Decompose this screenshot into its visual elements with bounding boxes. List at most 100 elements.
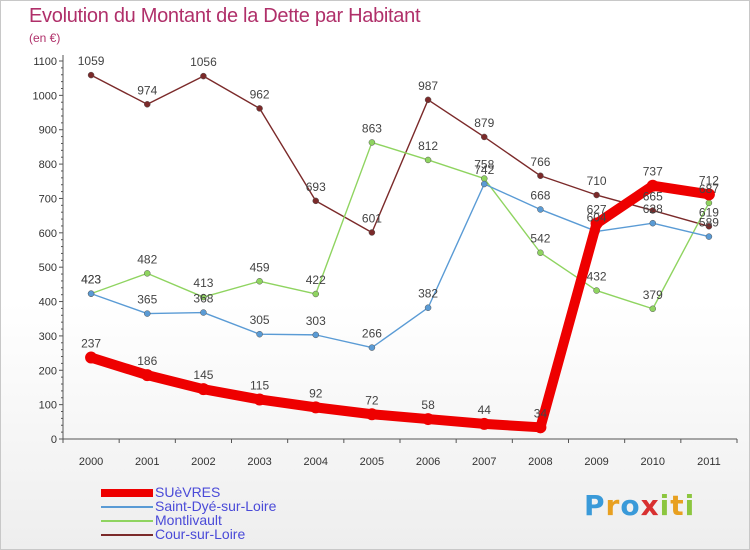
data-point [424, 304, 432, 311]
data-label: 1059 [78, 54, 105, 68]
data-label: 382 [418, 287, 438, 301]
data-point [646, 179, 659, 192]
y-tick-label: 600 [39, 228, 57, 240]
data-point [481, 133, 488, 141]
data-point [144, 270, 151, 277]
data-label: 693 [306, 180, 326, 194]
data-point [649, 305, 656, 313]
legend-item: Cour-sur-Loire [101, 526, 361, 542]
x-tick-label: 2008 [528, 456, 552, 468]
data-point [256, 105, 263, 112]
data-point [649, 219, 656, 227]
legend-label: Cour-sur-Loire [155, 526, 246, 542]
data-point [309, 401, 322, 414]
legend-label: Montlivault [155, 512, 222, 528]
data-label: 482 [137, 252, 157, 266]
x-tick-label: 2011 [697, 456, 721, 468]
data-point [590, 217, 603, 230]
data-point [312, 331, 319, 339]
data-point [537, 206, 544, 213]
legend-swatch [101, 534, 153, 536]
data-point [593, 287, 600, 294]
data-label: 627 [587, 203, 607, 217]
data-point [537, 249, 544, 256]
y-tick-label: 300 [39, 331, 57, 343]
chart-title: Evolution du Montant de la Dette par Hab… [29, 5, 421, 27]
data-point [87, 290, 95, 297]
data-point [200, 293, 207, 301]
data-label: 92 [309, 386, 323, 400]
data-label: 601 [362, 211, 382, 225]
data-point [253, 393, 266, 406]
data-point [365, 408, 378, 421]
data-point [144, 101, 151, 108]
data-label: 115 [250, 378, 269, 392]
logo-letter: i [684, 489, 696, 522]
legend-label: SUèVRES [155, 484, 221, 500]
y-tick-label: 700 [39, 193, 57, 205]
data-label: 619 [699, 205, 719, 219]
data-label: 542 [530, 232, 550, 246]
data-point [256, 278, 263, 285]
series-line-4 [90, 74, 710, 234]
data-point [368, 344, 376, 351]
data-point [200, 309, 207, 316]
x-tick-label: 2001 [135, 456, 159, 468]
data-point [422, 413, 435, 426]
data-point [705, 233, 713, 240]
data-point [424, 96, 432, 104]
data-label: 879 [474, 116, 494, 130]
x-tick-label: 2000 [79, 456, 103, 468]
legend-swatch [101, 520, 153, 522]
data-label: 72 [365, 393, 379, 407]
data-label: 266 [362, 327, 382, 341]
data-point [534, 421, 547, 434]
legend-item: Saint-Dyé-sur-Loire [101, 498, 361, 514]
y-tick-label: 500 [39, 262, 57, 274]
data-point [424, 156, 432, 164]
series-line-1 [86, 180, 714, 433]
data-label: 665 [643, 189, 663, 203]
data-label: 710 [587, 174, 607, 188]
series-line-2 [90, 183, 710, 349]
y-tick-label: 900 [39, 125, 57, 137]
data-label: 974 [137, 83, 157, 97]
x-tick-label: 2009 [584, 456, 608, 468]
legend-swatch [101, 489, 153, 497]
legend-swatch [101, 506, 153, 508]
data-label: 145 [193, 368, 213, 382]
x-tick-label: 2007 [472, 456, 496, 468]
data-label: 758 [474, 158, 494, 172]
data-label: 58 [421, 398, 435, 412]
data-label: 303 [306, 314, 326, 328]
data-label: 742 [474, 163, 494, 177]
series-line-3 [90, 141, 710, 310]
y-tick-label: 200 [39, 365, 57, 377]
x-tick-label: 2003 [247, 456, 271, 468]
data-label: 668 [530, 188, 550, 202]
x-tick-label: 2002 [191, 456, 215, 468]
data-point [85, 351, 98, 364]
data-label: 589 [699, 216, 719, 230]
legend-item: SUèVRES [101, 484, 361, 500]
data-point [200, 72, 207, 80]
data-point [141, 369, 154, 382]
data-label: 1056 [190, 55, 217, 69]
data-label: 34 [534, 406, 548, 420]
x-tick-label: 2006 [416, 456, 440, 468]
data-label: 423 [81, 273, 101, 287]
chart-subtitle: (en €) [29, 31, 61, 45]
data-point [312, 197, 319, 205]
y-tick-label: 100 [39, 400, 57, 412]
data-label: 237 [81, 337, 101, 351]
logo-letter: x [640, 489, 660, 522]
data-label: 962 [250, 87, 270, 101]
data-label: 712 [699, 173, 719, 187]
logo-letter: P [584, 489, 606, 522]
data-point [312, 290, 319, 298]
data-label: 365 [137, 293, 157, 307]
data-point [649, 207, 656, 214]
data-point [705, 223, 713, 230]
data-label: 687 [699, 182, 719, 196]
